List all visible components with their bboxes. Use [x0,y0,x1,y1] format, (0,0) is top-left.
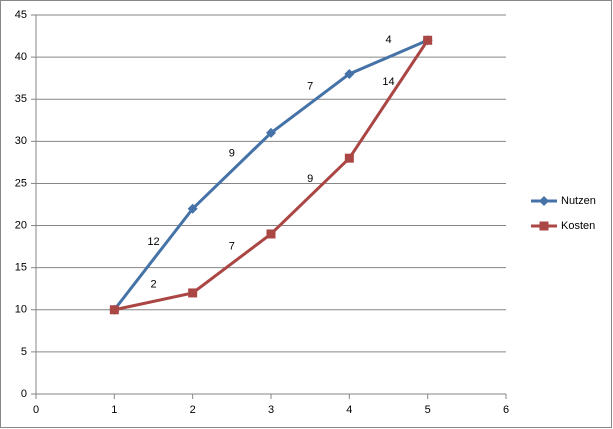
segment-label: 9 [229,148,235,160]
x-tick-label: 0 [33,404,39,416]
legend-label: Nutzen [561,195,596,207]
x-tick-label: 6 [503,404,509,416]
x-tick-label: 1 [111,404,117,416]
y-tick-label: 5 [21,346,27,358]
y-tick-label: 10 [15,304,27,316]
legend-label: Kosten [561,220,595,232]
marker [266,127,276,138]
legend-marker [539,221,549,231]
y-tick-label: 15 [15,262,27,274]
y-tick-label: 25 [15,177,27,189]
x-tick-label: 5 [425,404,431,416]
segment-label: 2 [150,278,156,290]
marker [188,288,198,298]
y-tick-label: 35 [15,93,27,105]
y-tick-label: 20 [15,219,27,231]
marker [187,203,198,214]
x-tick-label: 3 [268,404,274,416]
y-tick-label: 30 [15,135,27,147]
segment-label: 4 [385,34,391,46]
x-tick-label: 4 [346,404,352,416]
segment-label: 14 [382,76,394,88]
segment-label: 7 [307,80,313,92]
segment-label: 12 [147,236,159,248]
marker [344,153,354,163]
y-tick-label: 0 [21,388,27,400]
marker [109,305,119,315]
y-tick-label: 45 [15,9,27,21]
marker [344,68,355,79]
legend-marker [539,196,549,206]
x-tick-label: 2 [190,404,196,416]
marker [266,229,276,239]
segment-label: 7 [229,240,235,252]
segment-label: 9 [307,173,313,185]
y-tick-label: 40 [15,51,27,63]
marker [423,35,433,45]
